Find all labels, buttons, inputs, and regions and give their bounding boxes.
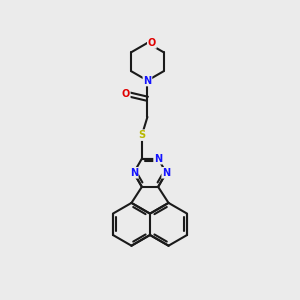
Text: N: N xyxy=(143,76,152,85)
Text: N: N xyxy=(130,168,138,178)
Text: S: S xyxy=(138,130,146,140)
Text: O: O xyxy=(122,89,130,100)
Text: N: N xyxy=(162,168,170,178)
Text: N: N xyxy=(154,154,162,164)
Text: O: O xyxy=(148,38,156,48)
